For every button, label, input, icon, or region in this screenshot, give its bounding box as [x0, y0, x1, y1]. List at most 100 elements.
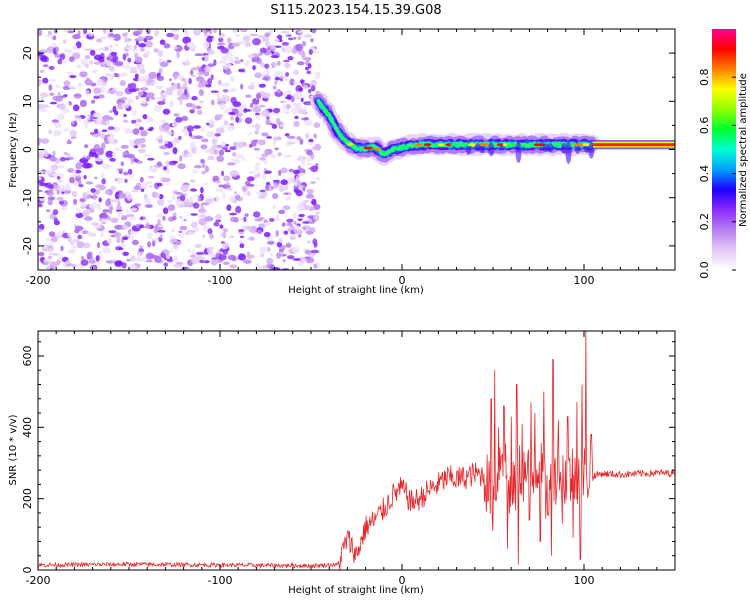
- noise-blob: [132, 108, 137, 116]
- noise-blob: [48, 156, 58, 162]
- noise-blob: [171, 138, 177, 146]
- noise-blob: [51, 253, 60, 256]
- noise-blob: [242, 35, 251, 42]
- noise-blob: [298, 213, 305, 218]
- noise-blob: [207, 155, 216, 161]
- noise-blob: [70, 136, 77, 139]
- noise-blob: [219, 224, 224, 229]
- noise-blob: [57, 113, 65, 121]
- noise-blob: [109, 110, 113, 113]
- noise-blob: [124, 178, 128, 183]
- noise-blob: [220, 48, 229, 54]
- noise-blob: [276, 252, 281, 259]
- noise-blob: [259, 104, 266, 108]
- noise-blob: [247, 251, 250, 256]
- noise-blob: [193, 170, 199, 174]
- noise-blob: [315, 71, 320, 77]
- noise-blob: [58, 185, 68, 192]
- noise-blob: [46, 263, 51, 270]
- noise-blob: [114, 110, 119, 116]
- noise-blob: [299, 138, 304, 145]
- colorbar-tick-label: 0.6: [698, 117, 711, 134]
- noise-blob: [187, 248, 191, 253]
- noise-blob: [141, 100, 147, 104]
- noise-blob: [238, 229, 245, 232]
- noise-blob: [109, 199, 119, 203]
- noise-blob: [221, 82, 231, 88]
- noise-blob: [86, 252, 92, 259]
- noise-blob: [270, 154, 277, 159]
- noise-blob: [275, 230, 280, 237]
- noise-blob: [181, 128, 189, 134]
- noise-blob: [259, 253, 265, 258]
- noise-blob: [284, 62, 290, 68]
- noise-blob: [277, 60, 281, 66]
- noise-blob: [293, 120, 300, 128]
- noise-blob: [101, 217, 108, 222]
- noise-blob: [254, 123, 261, 131]
- noise-blob: [49, 101, 58, 105]
- noise-blob: [301, 51, 306, 58]
- noise-blob: [131, 189, 138, 193]
- snr-x-tick-label: -200: [26, 574, 51, 587]
- noise-blob: [260, 62, 265, 68]
- noise-blob: [40, 96, 44, 102]
- noise-blob: [272, 204, 276, 210]
- noise-blob: [302, 200, 309, 203]
- noise-blob: [205, 198, 214, 204]
- noise-blob: [252, 65, 256, 71]
- noise-blob: [144, 204, 153, 208]
- noise-blob: [305, 66, 309, 71]
- noise-blob: [162, 108, 171, 115]
- noise-blob: [172, 194, 176, 201]
- noise-blob: [229, 57, 234, 64]
- noise-blob: [157, 230, 166, 233]
- noise-blob: [72, 104, 80, 112]
- spectrogram-signal-layer: [310, 92, 675, 166]
- noise-blob: [57, 164, 65, 169]
- noise-blob: [52, 47, 57, 55]
- noise-blob: [105, 59, 112, 67]
- noise-blob: [297, 35, 302, 41]
- noise-blob: [184, 88, 188, 96]
- noise-blob: [241, 29, 246, 32]
- noise-blob: [113, 232, 122, 238]
- noise-blob: [253, 147, 261, 151]
- noise-blob: [115, 91, 124, 97]
- noise-blob: [177, 233, 186, 238]
- noise-blob: [56, 189, 60, 195]
- noise-blob: [120, 96, 128, 101]
- noise-blob: [235, 113, 243, 117]
- noise-blob: [314, 143, 322, 151]
- noise-blob: [178, 230, 183, 234]
- noise-blob: [230, 115, 234, 121]
- noise-blob: [311, 198, 317, 206]
- chart-title: S115.2023.154.15.39.G08: [270, 3, 441, 18]
- noise-blob: [256, 114, 260, 121]
- noise-blob: [279, 76, 285, 79]
- spectrogram-x-tick-label: -100: [208, 274, 233, 287]
- noise-blob: [108, 208, 113, 215]
- noise-blob: [226, 187, 233, 191]
- noise-blob: [132, 158, 139, 163]
- noise-blob: [134, 52, 139, 59]
- noise-blob: [163, 166, 167, 171]
- noise-blob: [286, 94, 293, 100]
- noise-blob: [277, 152, 282, 157]
- noise-blob: [117, 210, 123, 219]
- noise-blob: [289, 225, 295, 229]
- noise-blob: [161, 90, 165, 93]
- noise-blob: [238, 68, 245, 73]
- noise-blob: [101, 221, 107, 225]
- noise-blob: [150, 97, 155, 100]
- noise-blob: [289, 78, 295, 86]
- noise-blob: [122, 32, 127, 38]
- noise-blob: [160, 119, 166, 123]
- noise-blob: [73, 198, 78, 205]
- noise-blob: [215, 219, 222, 223]
- noise-blob: [125, 214, 135, 217]
- noise-blob: [131, 234, 135, 241]
- noise-blob: [287, 56, 294, 61]
- noise-blob: [264, 160, 268, 166]
